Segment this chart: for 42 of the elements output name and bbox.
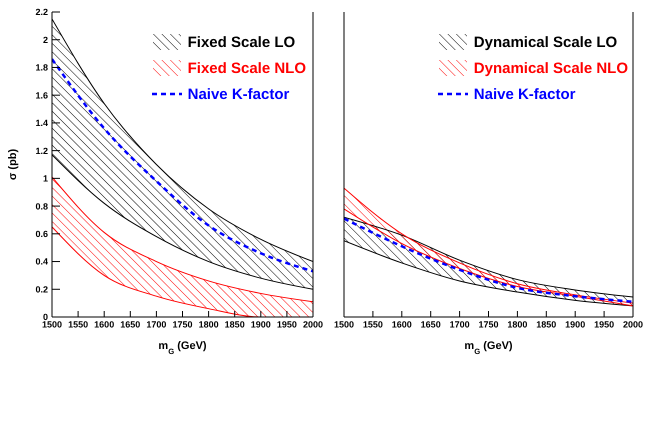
legend-label: Fixed Scale LO [188,34,296,50]
x-tick-label: 1550 [362,319,383,330]
x-tick-label: 1650 [120,319,140,330]
y-tick-label: 1.8 [35,62,48,73]
x-tick-label: 1500 [334,319,354,330]
x-tick-label: 1850 [224,319,245,330]
y-tick-label: 1.2 [35,146,48,156]
y-tick-label: 0.2 [35,284,48,294]
x-tick-label: 1750 [172,319,193,330]
legend-label: Naive K-factor [474,86,576,102]
x-tick-label: 1900 [250,319,271,330]
x-tick-label: 1800 [507,319,528,330]
y-tick-label: 2 [42,34,48,45]
y-tick-label: 2.2 [35,7,48,18]
line-series [52,58,313,272]
x-tick-label: 1900 [565,319,586,330]
y-tick-label: 0.6 [35,229,48,240]
x-tick-label: 1950 [276,319,297,330]
x-tick-label: 1850 [536,319,556,330]
legend-label: Fixed Scale NLO [188,60,306,76]
y-tick-label: 1.6 [35,90,48,100]
x-tick-label: 1700 [146,319,166,330]
x-tick-label: 1600 [392,319,412,330]
x-axis-title: m$_{G}$ (GeV) [158,340,207,356]
x-tick-label: 1550 [68,319,88,330]
x-tick-label: 1600 [94,319,114,330]
legend-label: Dynamical Scale NLO [474,60,628,76]
y-axis-title: σ (pb) [6,148,19,180]
legend-label: Dynamical Scale LO [474,34,618,50]
x-tick-label: 2000 [622,319,644,330]
y-tick-label: 1.4 [35,118,48,128]
x-tick-label: 1650 [420,319,441,330]
y-tick-label: 0.8 [35,201,48,212]
x-tick-label: 1750 [478,319,499,330]
x-tick-label: 2000 [302,319,324,330]
x-axis-title: m$_{G}$ (GeV) [464,340,513,356]
y-tick-label: 1 [42,174,48,184]
legend-label: Naive K-factor [188,86,290,102]
x-tick-label: 1800 [198,319,219,330]
x-tick-label: 1700 [450,319,470,330]
y-tick-label: 0.4 [35,256,48,267]
x-tick-label: 1950 [594,319,614,330]
